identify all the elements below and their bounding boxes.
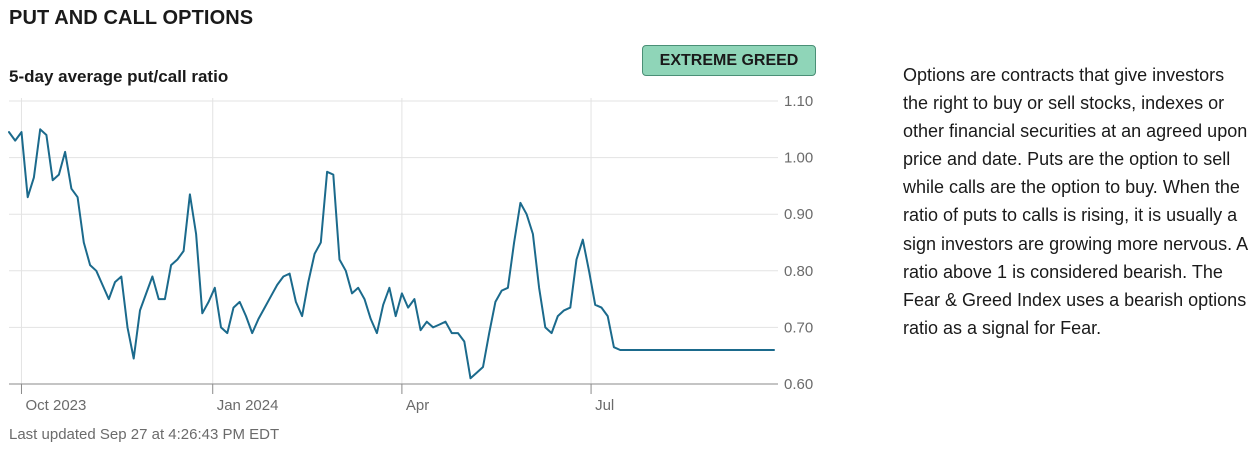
chart-title: 5-day average put/call ratio — [9, 67, 229, 86]
y-axis: 1.10 1.00 0.90 0.80 0.70 0.60 — [784, 93, 813, 393]
y-tick-label: 0.90 — [784, 206, 813, 223]
explainer-text: Options are contracts that give investor… — [903, 65, 1248, 338]
x-tick-label: Apr — [406, 397, 429, 414]
y-tick-label: 1.10 — [784, 93, 813, 110]
y-tick-label: 0.60 — [784, 376, 813, 393]
x-tick-label: Jan 2024 — [217, 397, 279, 414]
section-title: PUT AND CALL OPTIONS — [9, 7, 254, 29]
x-tick-label: Oct 2023 — [25, 397, 86, 414]
put-call-ratio-chart: Oct 2023 Jan 2024 Apr Jul 1.10 1.00 0.90 0.80 0… — [8, 93, 813, 414]
sentiment-badge: EXTREME GREED — [642, 45, 816, 76]
series-layer — [8, 128, 775, 380]
grid-lines — [9, 98, 778, 385]
series-line — [8, 128, 775, 380]
y-tick-label: 1.00 — [784, 150, 813, 167]
last-updated: Last updated Sep 27 at 4:26:43 PM EDT — [9, 426, 280, 443]
y-tick-label: 0.80 — [784, 263, 813, 280]
x-axis: Oct 2023 Jan 2024 Apr Jul — [20, 384, 614, 414]
y-tick-label: 0.70 — [784, 319, 813, 336]
x-tick-label: Jul — [595, 397, 614, 414]
